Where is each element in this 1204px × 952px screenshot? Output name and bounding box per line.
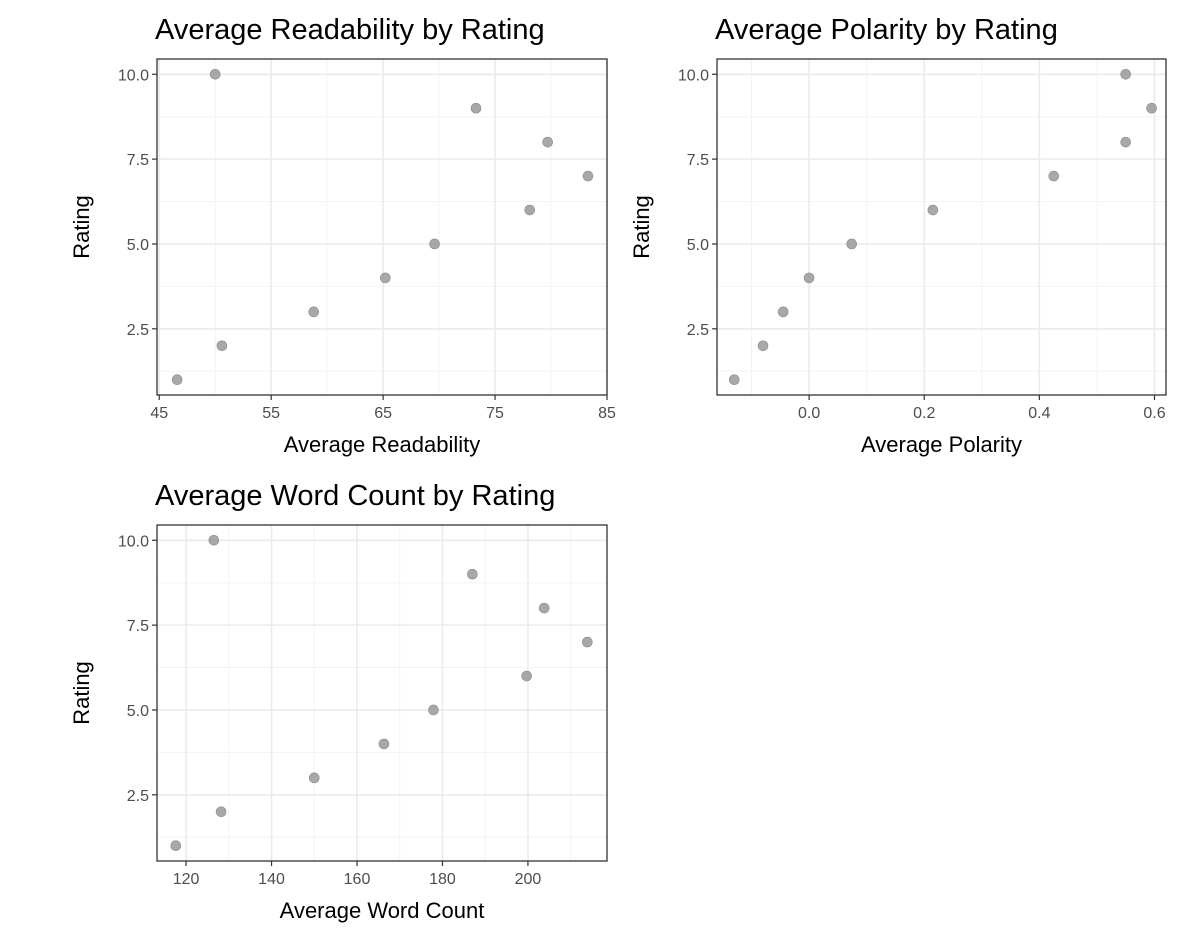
y-tick-label: 7.5 [127, 152, 149, 169]
x-tick-label: 65 [374, 405, 392, 422]
chart-title: Average Word Count by Rating [155, 480, 555, 512]
data-point [728, 374, 740, 386]
data-point [470, 102, 482, 114]
data-point [846, 238, 858, 250]
data-point [308, 772, 320, 784]
y-tick-label: 2.5 [687, 322, 709, 339]
y-tick-label: 5.0 [127, 703, 149, 720]
data-point [582, 636, 593, 648]
data-point [538, 602, 550, 614]
plot-background [157, 525, 607, 861]
data-point [757, 340, 769, 352]
data-point [1146, 102, 1157, 114]
data-point [308, 306, 320, 318]
y-tick-label: 10.0 [118, 67, 149, 84]
y-tick-label: 5.0 [687, 237, 709, 254]
y-tick-label: 10.0 [118, 533, 149, 550]
y-tick-label: 2.5 [127, 788, 149, 805]
x-tick-label: 75 [486, 405, 504, 422]
x-axis-label: Average Readability [284, 432, 481, 457]
data-point [215, 806, 227, 818]
panel-border [156, 524, 608, 862]
x-tick-label: 0.6 [1143, 405, 1165, 422]
data-point [524, 204, 536, 216]
data-point [1048, 170, 1060, 182]
data-point [803, 272, 815, 284]
data-point [209, 68, 221, 80]
data-point [216, 340, 228, 352]
chart-title: Average Polarity by Rating [715, 14, 1058, 46]
x-tick-label: 180 [429, 871, 456, 888]
y-axis-label: Rating [629, 195, 654, 259]
panel-border [156, 58, 608, 396]
y-axis-label: Rating [69, 195, 94, 259]
data-point [378, 738, 390, 750]
panel-border [716, 58, 1167, 396]
x-tick-label: 0.4 [1028, 405, 1050, 422]
y-tick-label: 7.5 [127, 618, 149, 635]
data-point [171, 374, 183, 386]
data-point [777, 306, 789, 318]
data-point [1120, 136, 1132, 148]
data-point [380, 272, 391, 284]
x-tick-label: 140 [258, 871, 285, 888]
x-tick-label: 45 [150, 405, 168, 422]
data-point [467, 568, 478, 580]
x-axis-label: Average Polarity [861, 432, 1022, 457]
chart-title: Average Readability by Rating [155, 14, 545, 46]
data-point [428, 704, 439, 716]
chart-panel-2: 0.0 0.2 0.4 0.6 2.5 5.0 7.5 10.0 Average Polarit… [629, 14, 1167, 457]
x-tick-label: 55 [262, 405, 280, 422]
data-point [542, 136, 553, 148]
data-point [170, 840, 182, 852]
data-point [521, 670, 532, 682]
y-tick-label: 2.5 [127, 322, 149, 339]
y-tick-label: 10.0 [678, 67, 709, 84]
x-tick-label: 0.2 [913, 405, 935, 422]
data-point [208, 534, 220, 546]
data-point [927, 204, 939, 216]
x-tick-label: 0.0 [798, 405, 820, 422]
x-axis-label: Average Word Count [280, 898, 485, 923]
x-tick-label: 120 [173, 871, 200, 888]
x-tick-label: 200 [515, 871, 542, 888]
data-point [582, 170, 594, 182]
y-axis-label: Rating [69, 661, 94, 725]
data-point [1120, 68, 1132, 80]
data-point [429, 238, 440, 250]
x-tick-label: 85 [598, 405, 616, 422]
chart-panel-3: 120 140 160 180 200 2.5 5.0 7.5 10.0 Average Word… [69, 480, 608, 923]
plot-background [157, 59, 607, 395]
chart-panel-1: 45 55 65 75 85 2.5 5.0 7.5 10.0 Average Readabili… [69, 14, 616, 457]
y-tick-label: 7.5 [687, 152, 709, 169]
plot-background [717, 59, 1166, 395]
y-tick-label: 5.0 [127, 237, 149, 254]
x-tick-label: 160 [344, 871, 371, 888]
